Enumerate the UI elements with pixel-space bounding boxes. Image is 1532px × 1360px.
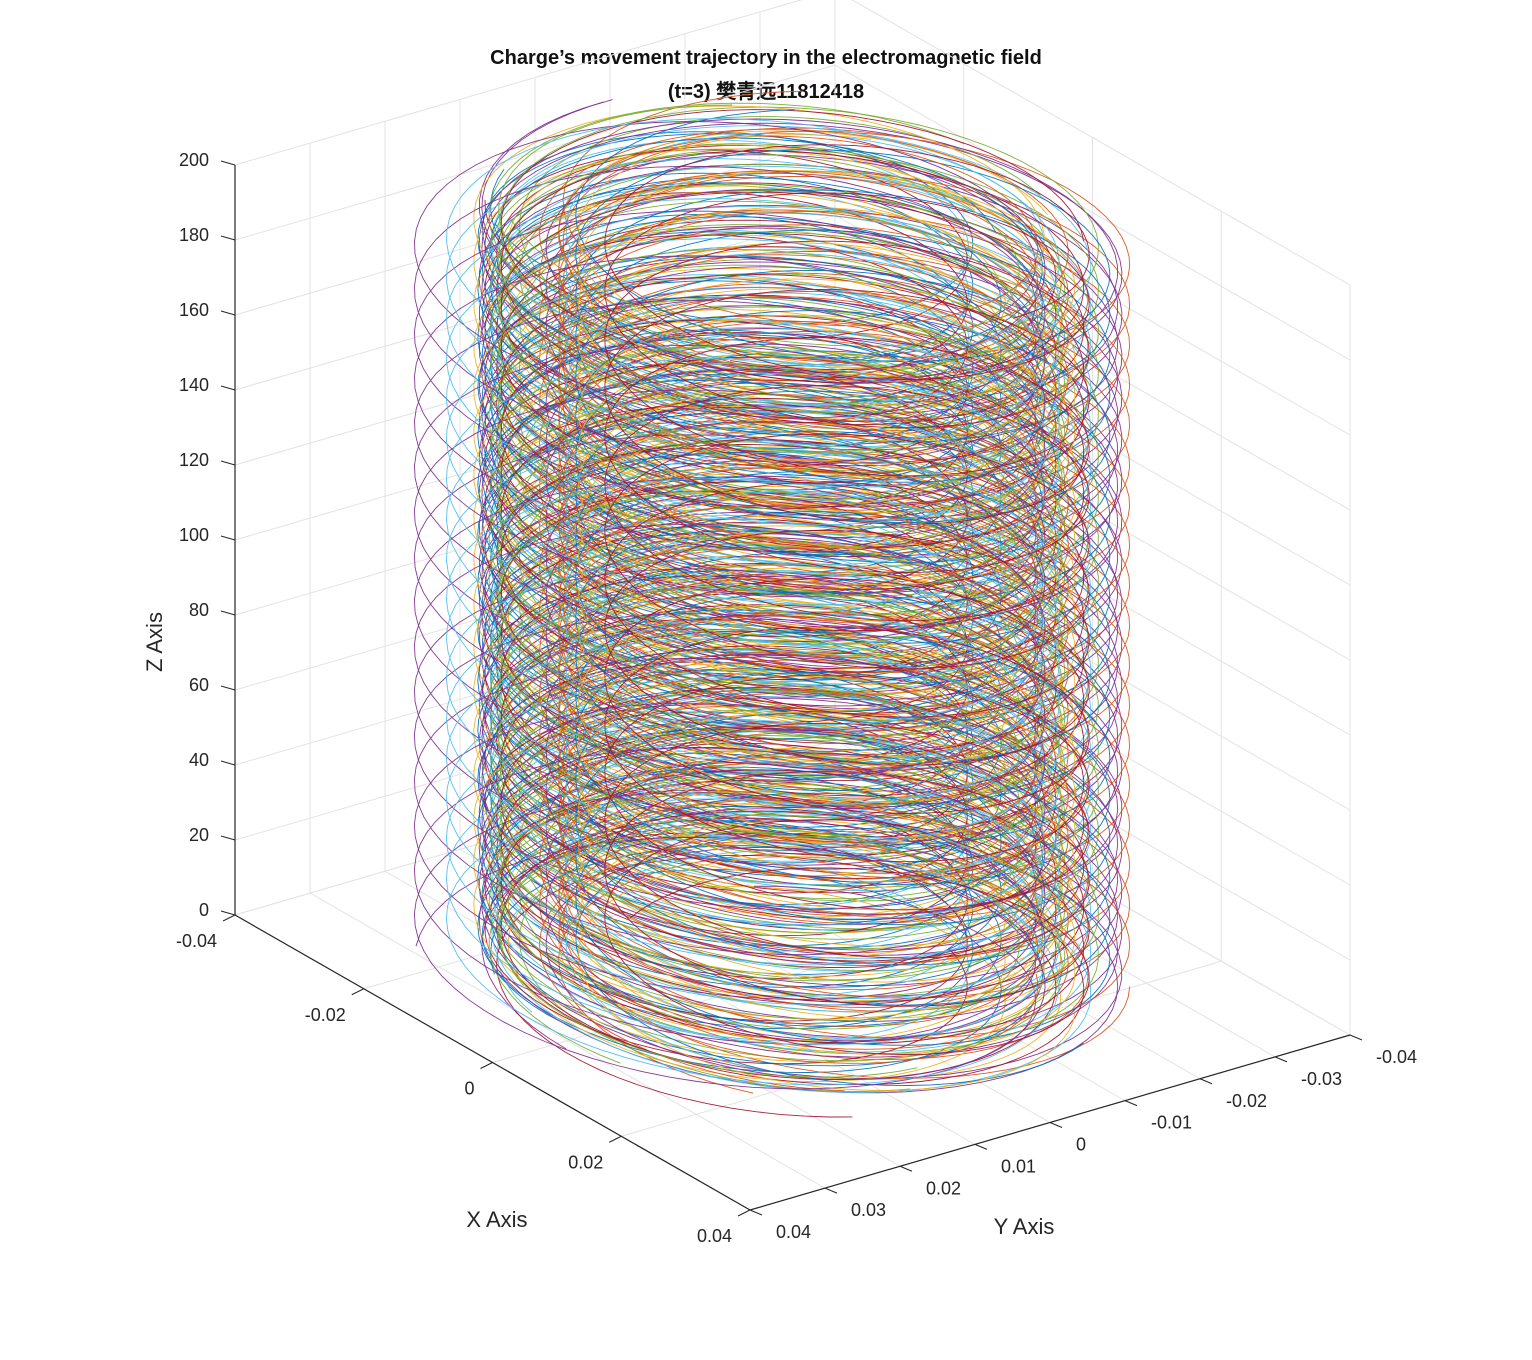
z-tick — [220, 685, 236, 691]
z-tick-label: 40 — [189, 750, 209, 770]
z-tick — [220, 235, 236, 241]
y-tick — [899, 1165, 913, 1172]
chart-subtitle: (t=3) 樊青远11812418 — [667, 81, 865, 103]
z-tick — [220, 535, 236, 541]
x-tick — [737, 1209, 751, 1217]
y-tick — [1274, 1056, 1288, 1063]
axes-layer: -0.04 -0.02 0 0.02 0.04 0.04 0.03 0.02 0.01 0 -0.0… — [176, 150, 1417, 1246]
grid-line — [234, 0, 803, 166]
z-tick — [220, 310, 236, 316]
x-tick — [609, 1135, 622, 1143]
y-tick-label: -0.03 — [1301, 1069, 1342, 1089]
x-tick-label: -0.04 — [176, 931, 217, 951]
y-axis-label: Y Axis — [994, 1214, 1055, 1239]
trajectory-series — [413, 121, 1046, 1090]
trajectory-series — [491, 125, 1092, 1093]
z-tick-label: 160 — [179, 300, 209, 320]
z-tick — [220, 160, 236, 166]
x-tick-label: -0.02 — [305, 1005, 346, 1025]
z-tick — [220, 610, 236, 616]
z-tick-label: 200 — [179, 150, 209, 170]
trajectory-series — [498, 104, 1020, 1078]
y-tick — [1124, 1100, 1138, 1107]
grid-layer — [234, 0, 1351, 1211]
trajectory-series — [445, 118, 1060, 1086]
y-tick-label: 0.04 — [776, 1222, 811, 1242]
grid-line — [234, 64, 836, 241]
z-tick-label: 100 — [179, 525, 209, 545]
y-tick-label: 0.02 — [926, 1178, 961, 1198]
x-tick-label: 0.04 — [697, 1226, 732, 1246]
z-tick-label: 80 — [189, 600, 209, 620]
data-layer — [413, 90, 1131, 1118]
z-axis-label: Z Axis — [142, 612, 167, 672]
y-tick-label: 0 — [1076, 1135, 1086, 1155]
z-tick-label: 180 — [179, 225, 209, 245]
trajectory-series — [575, 109, 1111, 1086]
y-tick — [1199, 1078, 1213, 1085]
y-tick-label: 0.01 — [1001, 1156, 1036, 1176]
x-tick — [222, 914, 236, 922]
x-tick-label: 0 — [464, 1079, 474, 1099]
y-tick — [824, 1187, 838, 1194]
z-tick-label: 120 — [179, 450, 209, 470]
y-tick — [749, 1209, 763, 1216]
y-tick-label: -0.01 — [1151, 1113, 1192, 1133]
grid-line — [834, 64, 1351, 361]
z-tick — [220, 460, 236, 466]
trajectory-series — [499, 106, 1099, 1055]
y-tick-label: -0.04 — [1376, 1047, 1417, 1067]
y-tick — [1349, 1034, 1363, 1041]
y-tick-label: -0.02 — [1226, 1091, 1267, 1111]
z-tick-label: 0 — [199, 900, 209, 920]
grid-line — [309, 892, 826, 1189]
y-tick — [1049, 1122, 1063, 1128]
z-tick — [220, 760, 236, 766]
trajectory-series — [484, 149, 968, 1065]
x-axis-label: X Axis — [466, 1207, 527, 1232]
y-tick — [974, 1143, 988, 1150]
y-tick-label: 0.03 — [851, 1200, 886, 1220]
x-tick — [351, 988, 364, 996]
z-tick — [220, 910, 236, 916]
x-tick-label: 0.02 — [568, 1152, 603, 1172]
z-tick-label: 60 — [189, 675, 209, 695]
z-tick — [220, 835, 236, 841]
trajectory-series — [604, 144, 1090, 1055]
chart-title: Charge’s movement trajectory in the elec… — [490, 47, 1042, 69]
z-tick-label: 140 — [179, 375, 209, 395]
z-tick — [220, 385, 236, 391]
z-tick-label: 20 — [189, 825, 209, 845]
grid-line — [384, 870, 901, 1167]
grid-line — [851, 0, 1351, 286]
labels-layer: X Axis Y Axis Z Axis — [142, 612, 1054, 1239]
x-tick — [480, 1062, 493, 1069]
